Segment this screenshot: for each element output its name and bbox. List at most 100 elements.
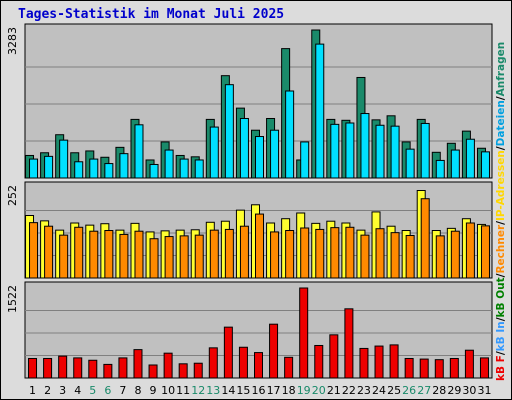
legend-entry-8: IP-Adressen <box>495 150 507 221</box>
bar-middle-ip-adressen-29 <box>450 230 460 279</box>
bar-middle-ip-adressen-27 <box>420 198 430 279</box>
bar-bottom-kb-f-1 <box>28 357 38 379</box>
x-tick-label-10: 10 <box>161 384 175 397</box>
chart-title: Tages-Statistik im Monat Juli 2025 <box>18 7 285 22</box>
bar-bottom-kb-f-5 <box>88 359 98 379</box>
legend-entry-7: / <box>495 221 507 225</box>
bar-middle-ip-adressen-30 <box>465 222 475 279</box>
x-tick-label-24: 24 <box>372 384 386 397</box>
x-tick-label-17: 17 <box>267 384 281 397</box>
bar-bottom-kb-f-13 <box>208 347 218 379</box>
x-tick-label-14: 14 <box>221 384 235 397</box>
x-tick-label-3: 3 <box>59 384 66 397</box>
x-tick-label-8: 8 <box>134 384 141 397</box>
bar-bottom-kb-f-22 <box>344 308 354 379</box>
bar-middle-ip-adressen-20 <box>315 228 325 279</box>
x-tick-label-19: 19 <box>297 384 311 397</box>
legend-entry-4: kB Out <box>495 277 507 317</box>
legend-entry-0: kB F <box>495 355 507 381</box>
x-tick-label-21: 21 <box>327 384 341 397</box>
bar-bottom-kb-f-17 <box>269 323 279 379</box>
bar-bottom-kb-f-28 <box>434 359 444 379</box>
bar-bottom-kb-f-31 <box>479 357 489 379</box>
bar-bottom-kb-f-16 <box>254 352 263 379</box>
bar-bottom-kb-f-29 <box>449 357 459 379</box>
bar-bottom-kb-f-3 <box>58 355 68 379</box>
bar-top-dateien-29 <box>450 149 460 179</box>
bar-middle-ip-adressen-9 <box>149 238 159 279</box>
bar-middle-ip-adressen-23 <box>360 234 370 279</box>
bar-bottom-kb-f-12 <box>193 362 203 379</box>
x-tick-label-9: 9 <box>150 384 157 397</box>
x-tick-label-22: 22 <box>342 384 356 397</box>
x-tick-label-5: 5 <box>89 384 96 397</box>
bar-middle-ip-adressen-10 <box>164 236 174 279</box>
bar-top-dateien-19 <box>300 141 310 179</box>
panel-top-ymax-label: 3283 <box>6 27 19 55</box>
bar-middle-ip-adressen-22 <box>345 226 355 279</box>
x-tick-label-26: 26 <box>402 384 416 397</box>
bar-top-dateien-20 <box>315 43 325 179</box>
bar-top-dateien-5 <box>89 158 99 179</box>
bar-bottom-kb-f-10 <box>163 352 173 379</box>
x-tick-label-13: 13 <box>206 384 220 397</box>
bar-bottom-kb-f-15 <box>238 346 248 379</box>
bar-top-dateien-23 <box>360 113 370 179</box>
bar-bottom-kb-f-7 <box>118 357 128 379</box>
bar-top-dateien-28 <box>435 159 445 179</box>
bar-top-dateien-7 <box>119 153 129 179</box>
bar-middle-ip-adressen-18 <box>285 230 295 279</box>
legend-entry-10: Dateien <box>495 100 507 146</box>
bar-bottom-kb-f-25 <box>389 344 399 379</box>
bar-middle-ip-adressen-8 <box>134 230 144 279</box>
bar-top-dateien-13 <box>209 126 219 179</box>
panel-middle-ymax-label: 252 <box>6 185 19 206</box>
x-tick-label-6: 6 <box>104 384 111 397</box>
legend-entry-12: Anfragen <box>495 42 507 97</box>
bar-bottom-kb-f-9 <box>148 364 158 379</box>
bar-middle-ip-adressen-17 <box>270 231 280 279</box>
bar-top-dateien-17 <box>270 129 280 179</box>
x-tick-label-27: 27 <box>417 384 431 397</box>
bar-middle-ip-adressen-24 <box>375 228 385 279</box>
bar-middle-ip-adressen-11 <box>179 235 189 279</box>
bar-top-dateien-22 <box>345 122 355 179</box>
legend-entry-3: / <box>495 317 507 321</box>
bar-middle-ip-adressen-6 <box>104 230 114 279</box>
x-tick-label-20: 20 <box>312 384 326 397</box>
legend: kB F/kB In/kB Out/Rechner/IP-Adressen/Da… <box>495 42 507 381</box>
legend-entry-2: kB In <box>495 321 507 351</box>
bar-middle-ip-adressen-15 <box>239 225 249 279</box>
legend-entry-1: / <box>495 351 507 355</box>
x-tick-label-29: 29 <box>447 384 461 397</box>
bar-bottom-kb-f-27 <box>419 358 429 379</box>
bar-bottom-kb-f-30 <box>464 349 474 379</box>
bar-top-dateien-24 <box>375 124 385 179</box>
bar-bottom-kb-f-4 <box>73 357 83 379</box>
bar-middle-ip-adressen-13 <box>209 229 219 279</box>
bar-middle-ip-adressen-14 <box>224 228 234 279</box>
bar-bottom-kb-f-26 <box>404 357 414 379</box>
bar-middle-ip-adressen-26 <box>405 235 415 279</box>
bar-top-dateien-31 <box>480 151 490 179</box>
bar-top-dateien-27 <box>420 122 430 179</box>
legend-entry-11: / <box>495 96 507 100</box>
bar-bottom-kb-f-11 <box>178 363 188 379</box>
x-tick-label-28: 28 <box>432 384 446 397</box>
bar-middle-ip-adressen-21 <box>330 227 340 279</box>
bar-top-dateien-9 <box>149 163 159 179</box>
bar-top-dateien-1 <box>29 158 39 179</box>
x-tick-label-2: 2 <box>44 384 51 397</box>
bar-top-dateien-26 <box>405 148 415 179</box>
bar-middle-ip-adressen-4 <box>74 226 84 279</box>
bar-middle-ip-adressen-16 <box>255 213 264 279</box>
x-tick-label-25: 25 <box>387 384 401 397</box>
bar-bottom-kb-f-19 <box>299 287 309 379</box>
x-tick-label-12: 12 <box>191 384 205 397</box>
bar-middle-ip-adressen-25 <box>390 232 400 279</box>
bar-middle-ip-adressen-3 <box>59 234 69 279</box>
bar-top-dateien-15 <box>239 117 249 179</box>
x-tick-label-7: 7 <box>119 384 126 397</box>
